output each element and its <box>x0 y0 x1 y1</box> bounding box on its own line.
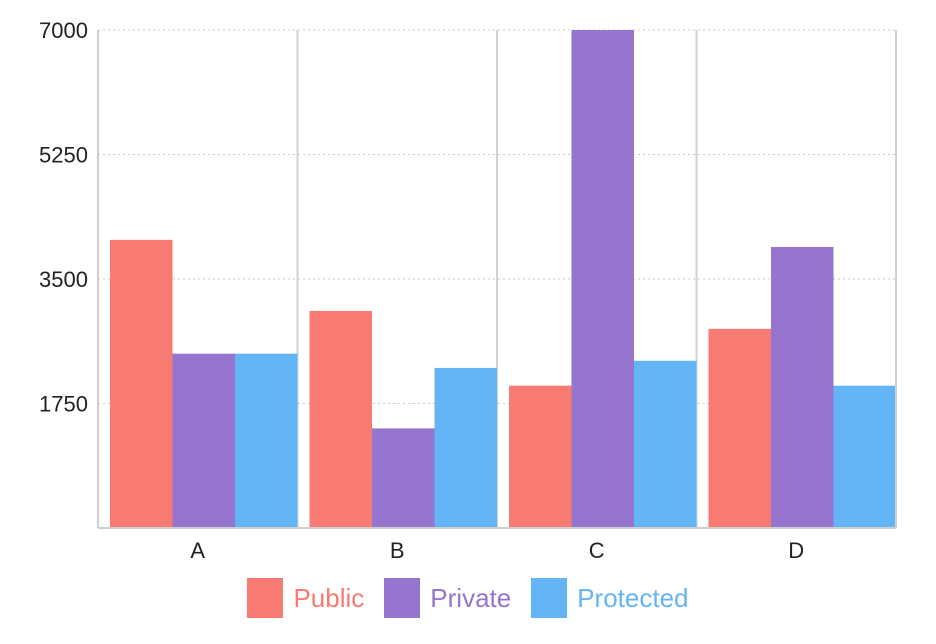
legend-item-protected[interactable]: Protected <box>531 578 689 618</box>
y-tick-label: 3500 <box>39 267 88 292</box>
legend-label: Private <box>430 582 512 613</box>
x-tick-label: D <box>788 538 804 563</box>
x-tick-label: C <box>589 538 605 563</box>
bar-public-a <box>110 239 173 528</box>
y-axis-tick-labels: 1750 3500 5250 7000 <box>39 18 88 417</box>
legend-label: Protected <box>577 582 689 613</box>
legend-item-private[interactable]: Private <box>384 578 511 618</box>
legend-label: Public <box>293 582 365 613</box>
bars <box>110 30 896 528</box>
y-tick-label: 1750 <box>39 392 88 417</box>
legend-item-public[interactable]: Public <box>247 578 364 618</box>
bar-protected-c <box>634 360 697 528</box>
bar-protected-b <box>434 367 497 528</box>
legend: Public Private Protected <box>0 578 936 618</box>
x-axis-tick-labels: A B C D <box>190 538 804 563</box>
bar-private-c <box>571 30 634 528</box>
bar-private-d <box>771 246 834 528</box>
bar-private-b <box>372 428 435 528</box>
bar-protected-d <box>833 385 896 528</box>
legend-swatch <box>531 578 568 618</box>
y-tick-label: 5250 <box>39 143 88 168</box>
bar-private-a <box>172 353 235 528</box>
x-tick-label: B <box>390 538 405 563</box>
x-tick-label: A <box>190 538 205 563</box>
y-tick-label: 7000 <box>39 18 88 43</box>
axes <box>97 30 897 529</box>
bar-protected-a <box>235 353 298 528</box>
legend-swatch <box>384 578 421 618</box>
bar-public-d <box>708 328 771 528</box>
bar-public-c <box>509 385 572 528</box>
bar-public-b <box>309 311 372 528</box>
legend-swatch <box>247 578 284 618</box>
